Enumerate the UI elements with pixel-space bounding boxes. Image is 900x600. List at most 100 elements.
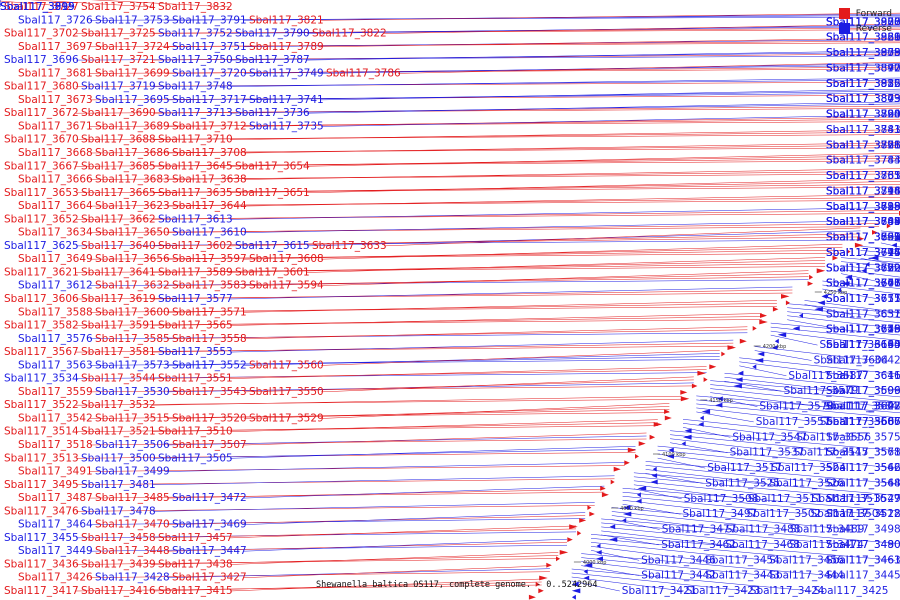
tick-label: 4100 kbp [662,452,686,458]
gene-label: Sbal117_3477 [662,524,737,536]
gene-label: Sbal117_3689 [95,121,170,133]
leader-line [229,419,658,432]
gene-label: Sbal117_3870 [826,63,900,75]
gene-label: Sbal117_3605 [826,416,900,428]
reverse-feature [754,358,764,363]
gene-label: Sbal117_3789 [249,41,324,53]
leader-line [710,392,822,407]
gene-label: Sbal117_3562 [826,462,900,474]
reverse-feature [896,236,900,242]
gene-label: Sbal117_3722 [826,262,900,274]
leader-line [243,116,900,127]
reverse-feature [571,588,581,594]
gene-label: Sbal117_3788 [826,216,900,228]
gene-label: Sbal117_3564 [826,477,900,489]
gene-label: Sbal117_3516 [812,493,887,505]
leader-line [590,538,832,561]
reverse-feature [622,518,627,523]
leader-line [152,502,595,512]
forward-feature [872,230,878,235]
gene-label: Sbal117_3751 [172,41,247,53]
forward-feature [538,588,544,594]
gene-label: Sbal117_3673 [18,94,93,106]
leader-line [243,168,900,180]
leader-line [787,315,900,330]
leader-line [397,61,900,74]
leader-line [670,430,900,452]
gene-label: Sbal117_3585 [95,333,170,345]
gene-label: Sbal117_3449 [18,545,93,557]
leader-line [320,270,809,286]
leader-line [657,457,706,469]
tick-label: 4050 kbp [620,506,644,512]
gene-label: Sbal117_3578 [826,447,900,459]
reverse-feature [623,505,631,510]
forward-feature [886,223,891,229]
gene-label: Sbal117_3476 [4,505,79,517]
gene-label: Sbal117_3828 [826,139,900,151]
gene-label: Sbal117_3643 [826,324,900,336]
gene-label: Sbal117_3613 [158,213,233,225]
forward-feature [649,434,656,440]
leader-line [611,515,724,530]
gene-label: Sbal117_3677 [826,293,900,305]
gene-label: Sbal117_3663 [826,339,900,351]
reverse-feature [845,274,853,280]
gene-label: Sbal117_3423 [686,585,761,597]
leader-line [243,512,586,525]
gene-label: Sbal117_3597 [172,253,247,265]
gene-label: Sbal117_3919 [0,1,75,13]
gene-label: Sbal117_3512 [826,508,900,520]
gene-label: Sbal117_3847 [826,216,900,228]
leader-line [645,469,768,484]
forward-feature [613,466,621,472]
leader-line [696,399,900,419]
forward-feature [809,274,814,280]
gene-label: Sbal117_3506 [95,439,170,451]
gene-label: Sbal117_3672 [4,107,79,119]
reverse-feature [861,268,867,274]
leader-line [571,572,748,592]
leader-line [166,409,670,419]
reverse-feature [777,332,787,338]
leader-line [880,242,900,248]
gene-label: Sbal117_3611 [826,370,900,382]
leader-line [152,475,615,486]
leader-line [770,322,900,336]
tick-label: 4250 kbp [824,290,848,296]
gene-label: Sbal117_3559 [18,386,93,398]
gene-label: Sbal117_3725 [81,28,156,40]
gene-label: Sbal117_3543 [172,386,247,398]
gene-label: Sbal117_3712 [172,121,247,133]
gene-label: Sbal117_3561 [826,447,900,459]
gene-label: Sbal117_3481 [81,479,156,491]
gene-label: Sbal117_3785 [826,201,900,213]
leader-line [601,530,724,546]
leader-line [880,238,900,242]
gene-label: Sbal117_3695 [95,94,170,106]
gene-label: Sbal117_3571 [172,306,247,318]
gene-label: Sbal117_3542 [18,413,93,425]
reverse-feature [571,594,576,600]
gene-label: Sbal117_3556 [796,431,871,443]
forward-feature [759,319,768,325]
gene-label: Sbal117_3522 [4,399,79,411]
reverse-feature [735,377,743,382]
gene-label: Sbal117_3468 [725,539,800,551]
gene-label: Sbal117_3490 [826,539,900,551]
gene-label: Sbal117_3696 [4,54,79,66]
gene-label: Sbal117_3750 [158,54,233,66]
gene-label: Sbal117_3713 [158,107,233,119]
gene-label: Sbal117_3545 [794,447,869,459]
reverse-feature [699,415,704,421]
gene-label: Sbal117_3698 [826,201,900,213]
gene-label: Sbal117_3856 [826,78,900,90]
gene-label: Sbal117_3655 [826,293,900,305]
gene-label: Sbal117_3718 [826,201,900,213]
leader-line [229,366,707,379]
leader-line [229,129,900,140]
reverse-feature [752,364,757,370]
leader-line [229,77,900,87]
leader-line [229,260,826,273]
